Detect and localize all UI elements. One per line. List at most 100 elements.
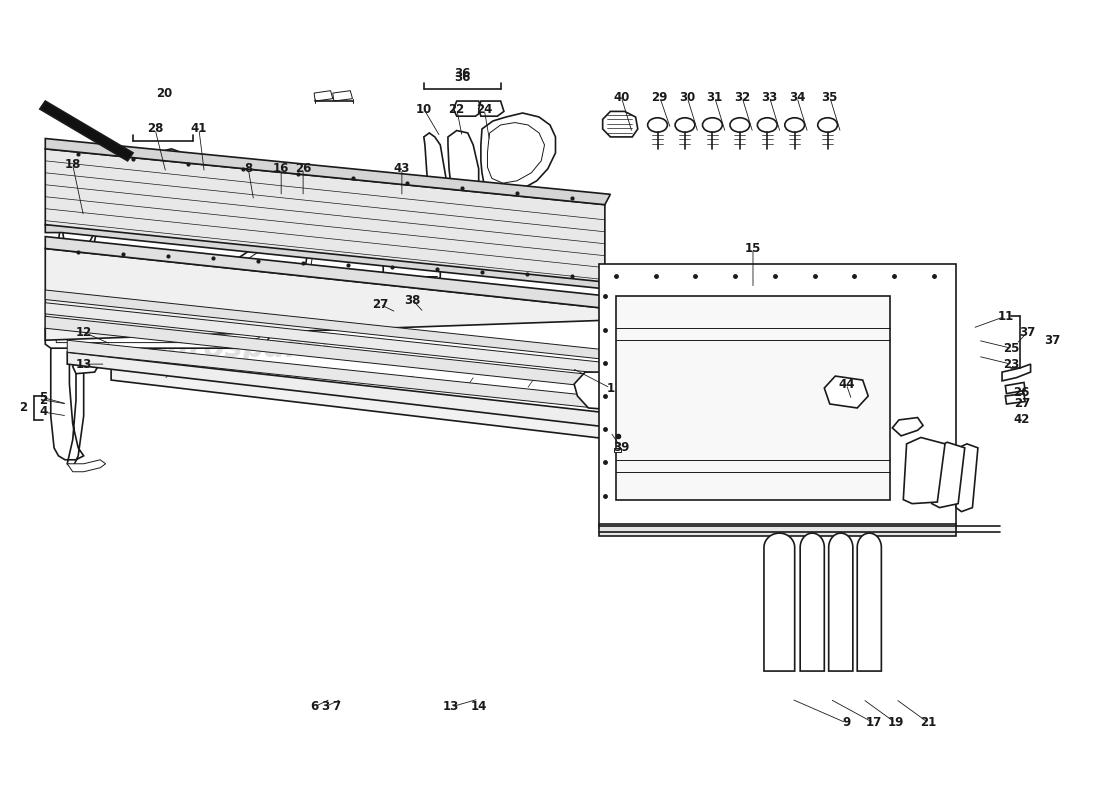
Polygon shape bbox=[932, 442, 965, 508]
Polygon shape bbox=[51, 181, 172, 468]
Text: 21: 21 bbox=[921, 716, 937, 730]
Text: 26: 26 bbox=[1013, 386, 1030, 398]
Polygon shape bbox=[45, 316, 605, 388]
Text: 30: 30 bbox=[679, 90, 695, 103]
Polygon shape bbox=[828, 533, 852, 671]
Text: eurospares: eurospares bbox=[475, 290, 669, 319]
Polygon shape bbox=[45, 237, 610, 308]
Text: 33: 33 bbox=[761, 90, 778, 103]
Text: 27: 27 bbox=[372, 298, 388, 311]
Polygon shape bbox=[764, 533, 794, 671]
Text: 32: 32 bbox=[734, 90, 750, 103]
Polygon shape bbox=[383, 258, 440, 300]
Polygon shape bbox=[1002, 364, 1031, 381]
Text: 36: 36 bbox=[454, 66, 471, 80]
Text: 20: 20 bbox=[156, 86, 172, 99]
Text: 5: 5 bbox=[39, 391, 47, 404]
Polygon shape bbox=[481, 113, 556, 193]
Polygon shape bbox=[67, 340, 660, 408]
Polygon shape bbox=[40, 101, 133, 161]
Text: 43: 43 bbox=[394, 162, 410, 175]
Text: 40: 40 bbox=[613, 90, 629, 103]
Polygon shape bbox=[600, 265, 956, 527]
Polygon shape bbox=[448, 130, 478, 197]
Text: 39: 39 bbox=[613, 442, 629, 454]
Text: 13: 13 bbox=[443, 701, 460, 714]
Text: 10: 10 bbox=[416, 102, 432, 115]
Text: 41: 41 bbox=[190, 122, 207, 135]
Text: 15: 15 bbox=[745, 242, 761, 255]
Polygon shape bbox=[600, 523, 956, 535]
Text: 1: 1 bbox=[606, 382, 615, 394]
Text: 11: 11 bbox=[998, 310, 1013, 322]
Text: 29: 29 bbox=[651, 90, 668, 103]
Polygon shape bbox=[67, 460, 106, 472]
Polygon shape bbox=[892, 418, 923, 436]
Text: 44: 44 bbox=[838, 378, 855, 390]
Polygon shape bbox=[332, 90, 352, 101]
Text: 7: 7 bbox=[332, 701, 340, 714]
Polygon shape bbox=[73, 358, 98, 374]
Text: 22: 22 bbox=[449, 102, 465, 115]
Text: 16: 16 bbox=[273, 162, 289, 175]
Polygon shape bbox=[45, 324, 271, 348]
Polygon shape bbox=[45, 290, 605, 359]
Text: 31: 31 bbox=[706, 90, 723, 103]
Text: 18: 18 bbox=[65, 158, 81, 171]
Polygon shape bbox=[478, 101, 504, 116]
Polygon shape bbox=[300, 191, 323, 207]
Text: 9: 9 bbox=[843, 716, 850, 730]
Polygon shape bbox=[67, 352, 677, 432]
Text: 38: 38 bbox=[405, 294, 421, 307]
Text: 27: 27 bbox=[1014, 398, 1030, 410]
Polygon shape bbox=[232, 161, 271, 209]
Polygon shape bbox=[45, 138, 610, 205]
Polygon shape bbox=[1005, 394, 1025, 404]
Text: 35: 35 bbox=[822, 90, 838, 103]
Polygon shape bbox=[824, 376, 868, 408]
Text: eurospares: eurospares bbox=[146, 334, 339, 362]
Text: 25: 25 bbox=[1002, 342, 1019, 354]
Text: 37: 37 bbox=[1044, 334, 1060, 346]
Polygon shape bbox=[453, 101, 482, 116]
Text: 26: 26 bbox=[295, 162, 311, 175]
Polygon shape bbox=[358, 300, 383, 316]
Polygon shape bbox=[45, 225, 616, 290]
Text: eurospares: eurospares bbox=[695, 434, 888, 462]
Polygon shape bbox=[271, 189, 298, 205]
Text: 3: 3 bbox=[321, 701, 329, 714]
Text: 14: 14 bbox=[471, 701, 487, 714]
Text: 2: 2 bbox=[20, 402, 28, 414]
Polygon shape bbox=[903, 438, 945, 504]
Text: 8: 8 bbox=[244, 162, 252, 175]
Polygon shape bbox=[616, 296, 890, 500]
Polygon shape bbox=[315, 90, 332, 101]
Text: 6: 6 bbox=[310, 701, 318, 714]
Polygon shape bbox=[424, 133, 446, 201]
Text: 23: 23 bbox=[1003, 358, 1019, 370]
Polygon shape bbox=[194, 161, 216, 174]
Text: 4: 4 bbox=[39, 406, 47, 418]
Polygon shape bbox=[133, 149, 188, 173]
Text: 19: 19 bbox=[888, 716, 904, 730]
Polygon shape bbox=[800, 533, 824, 671]
Polygon shape bbox=[1005, 382, 1025, 394]
Polygon shape bbox=[603, 111, 638, 137]
Polygon shape bbox=[388, 191, 412, 207]
Text: 24: 24 bbox=[476, 102, 493, 115]
Text: 34: 34 bbox=[789, 90, 805, 103]
Polygon shape bbox=[614, 448, 622, 452]
Text: 28: 28 bbox=[146, 122, 163, 135]
Polygon shape bbox=[857, 533, 881, 671]
Polygon shape bbox=[956, 444, 978, 512]
Polygon shape bbox=[45, 249, 676, 340]
Text: 13: 13 bbox=[76, 358, 91, 370]
Text: 42: 42 bbox=[1013, 414, 1030, 426]
Text: 36: 36 bbox=[454, 70, 471, 84]
Text: 37: 37 bbox=[1020, 326, 1035, 338]
Text: 17: 17 bbox=[866, 716, 882, 730]
Polygon shape bbox=[45, 149, 605, 282]
Text: 2: 2 bbox=[39, 394, 47, 406]
Polygon shape bbox=[574, 372, 622, 410]
Text: 12: 12 bbox=[76, 326, 91, 338]
